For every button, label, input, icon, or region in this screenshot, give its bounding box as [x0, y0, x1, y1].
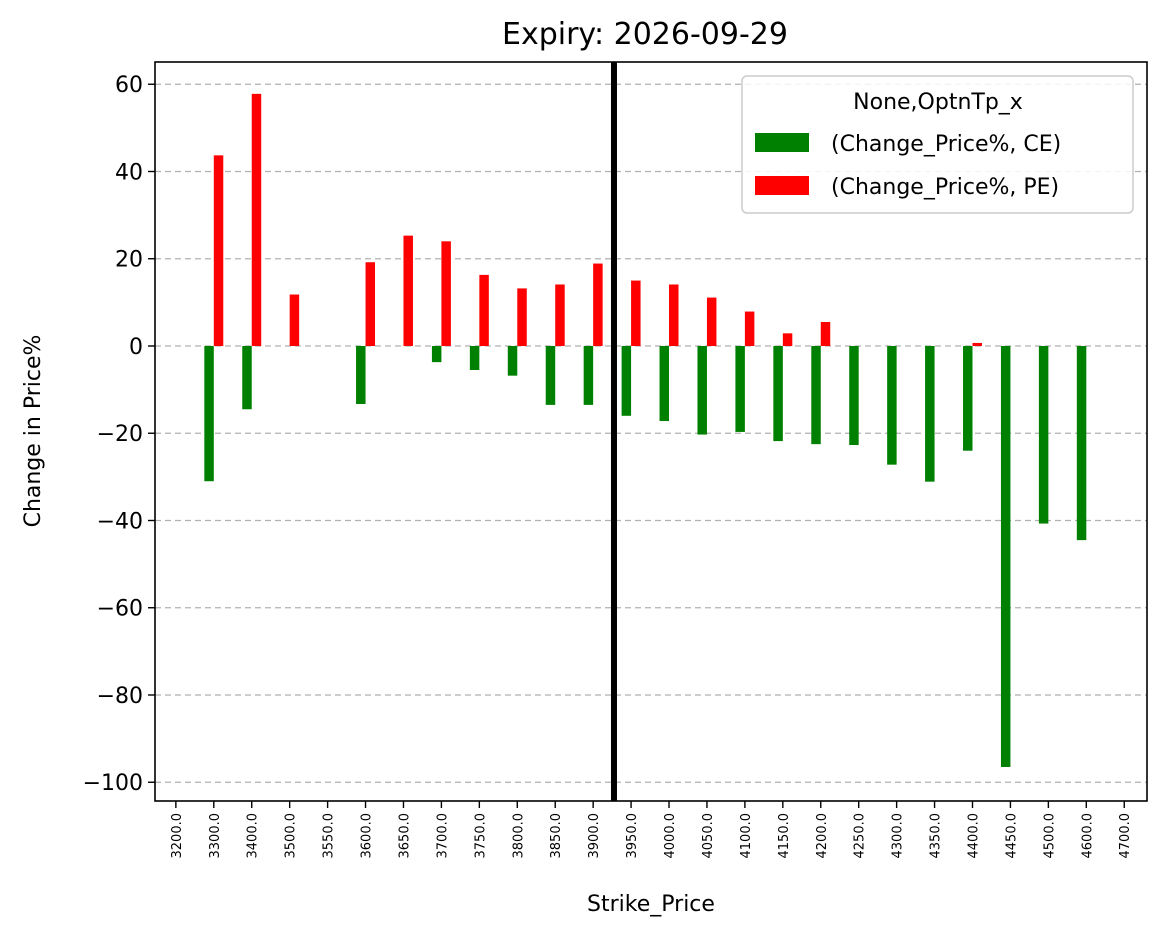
legend-swatch-ce — [755, 133, 809, 152]
y-axis: 60 40 20 0 −20 −40 −60 −80 −100 — [83, 73, 155, 796]
bar-ce-4050.0 — [697, 345, 707, 435]
x-tick-label: 3550.0 — [322, 813, 337, 859]
x-tick-label: 4350.0 — [929, 813, 944, 859]
legend-swatch-pe — [755, 176, 809, 195]
bar-pe-3400.0 — [251, 93, 262, 346]
y-tick-label: −40 — [97, 509, 143, 534]
x-tick-label: 4300.0 — [891, 813, 906, 859]
x-tick-label: 3300.0 — [208, 813, 223, 859]
bar-pe-3800.0 — [517, 288, 527, 346]
bars — [204, 93, 1087, 767]
x-tick-label: 4250.0 — [853, 813, 868, 859]
y-tick-label: −100 — [83, 771, 143, 796]
bar-ce-3850.0 — [545, 345, 556, 405]
x-tick-label: 3600.0 — [360, 813, 375, 859]
x-tick-label: 4100.0 — [739, 813, 754, 859]
bar-ce-4350.0 — [925, 345, 935, 482]
y-tick-label: 40 — [115, 160, 143, 185]
x-tick-label: 3500.0 — [284, 813, 299, 859]
bar-pe-3500.0 — [289, 294, 300, 346]
x-tick-label: 3400.0 — [246, 813, 261, 859]
bar-ce-3750.0 — [469, 345, 480, 370]
bar-pe-3700.0 — [441, 241, 451, 346]
legend-box — [741, 75, 1134, 214]
x-tick-label: 4450.0 — [1004, 813, 1019, 859]
x-tick-label: 3200.0 — [170, 813, 185, 859]
bar-ce-4150.0 — [773, 345, 783, 442]
bar-ce-4000.0 — [659, 345, 670, 422]
x-axis: 3200.0 3300.0 3400.0 3500.0 3550.0 3600.0 3650… — [170, 801, 1133, 859]
y-axis-label: Change in Price% — [21, 335, 46, 528]
bar-ce-3800.0 — [507, 345, 518, 376]
bar-pe-3950.0 — [631, 280, 641, 346]
y-tick-label: 0 — [129, 335, 143, 360]
x-tick-label: 4150.0 — [777, 813, 792, 859]
bar-pe-4200.0 — [820, 322, 831, 346]
bar-ce-3300.0 — [204, 345, 214, 482]
x-axis-label: Strike_Price — [587, 892, 715, 917]
y-tick-label: 20 — [115, 248, 143, 273]
x-tick-label: 4600.0 — [1080, 813, 1095, 859]
bar-pe-4000.0 — [669, 284, 679, 346]
grid — [155, 83, 1147, 783]
bar-ce-3600.0 — [356, 345, 366, 405]
x-tick-label: 4700.0 — [1118, 813, 1133, 859]
bar-ce-3950.0 — [621, 345, 632, 416]
bar-pe-4100.0 — [744, 311, 755, 346]
legend-label-ce: (Change_Price%, CE) — [831, 132, 1061, 157]
bar-pe-4050.0 — [706, 297, 717, 346]
x-tick-label: 3800.0 — [511, 813, 526, 859]
y-tick-label: −80 — [97, 684, 143, 709]
legend: None,OptnTp_x (Change_Price%, CE) (Chang… — [741, 75, 1134, 214]
bar-pe-3300.0 — [213, 155, 224, 346]
legend-title: None,OptnTp_x — [853, 90, 1023, 115]
x-tick-label: 3700.0 — [435, 813, 450, 859]
y-tick-label: 60 — [115, 73, 143, 98]
x-tick-label: 3900.0 — [587, 813, 602, 859]
x-tick-label: 4200.0 — [815, 813, 830, 859]
bar-ce-4600.0 — [1076, 345, 1087, 541]
bar-ce-3400.0 — [242, 345, 252, 410]
bar-pe-3900.0 — [593, 263, 603, 346]
bar-ce-4400.0 — [963, 345, 973, 451]
bar-ce-4100.0 — [735, 345, 745, 432]
bar-pe-3850.0 — [555, 284, 565, 346]
bar-pe-4400.0 — [972, 342, 982, 346]
bar-ce-4500.0 — [1038, 345, 1049, 524]
y-tick-label: −60 — [97, 597, 143, 622]
x-tick-label: 4400.0 — [966, 813, 981, 859]
x-tick-label: 3850.0 — [549, 813, 564, 859]
x-tick-label: 4050.0 — [701, 813, 716, 859]
bar-pe-3600.0 — [365, 262, 376, 346]
bar-ce-4300.0 — [887, 345, 897, 465]
plot-frame — [154, 61, 1148, 802]
bar-pe-3750.0 — [479, 274, 489, 346]
bar-ce-4450.0 — [1000, 345, 1011, 767]
x-tick-label: 3750.0 — [473, 813, 488, 859]
bar-ce-4250.0 — [849, 345, 859, 446]
bar-pe-4150.0 — [782, 333, 793, 346]
bar-ce-4200.0 — [811, 345, 821, 445]
chart-title: Expiry: 2026-09-29 — [502, 17, 788, 52]
x-tick-label: 3950.0 — [625, 813, 640, 859]
bar-pe-3650.0 — [403, 235, 413, 346]
y-tick-label: −20 — [97, 422, 143, 447]
x-tick-label: 4500.0 — [1042, 813, 1057, 859]
legend-label-pe: (Change_Price%, PE) — [831, 175, 1059, 200]
x-tick-label: 3650.0 — [397, 813, 412, 859]
bar-ce-3900.0 — [583, 345, 594, 405]
x-tick-label: 4000.0 — [663, 813, 678, 859]
bar-ce-3700.0 — [431, 345, 442, 363]
